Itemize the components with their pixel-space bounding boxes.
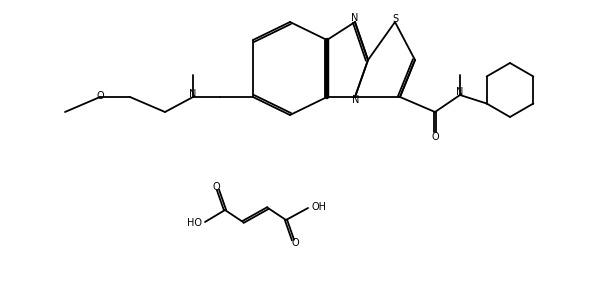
Text: O: O <box>291 238 299 248</box>
Text: O: O <box>431 132 439 142</box>
Text: N: N <box>352 13 359 23</box>
Text: OH: OH <box>311 202 326 212</box>
Text: O: O <box>212 182 220 192</box>
Text: O: O <box>96 91 104 101</box>
Text: N: N <box>352 95 360 105</box>
Text: N: N <box>456 87 464 97</box>
Text: N: N <box>189 89 197 99</box>
Text: S: S <box>392 14 398 24</box>
Text: HO: HO <box>187 218 202 228</box>
